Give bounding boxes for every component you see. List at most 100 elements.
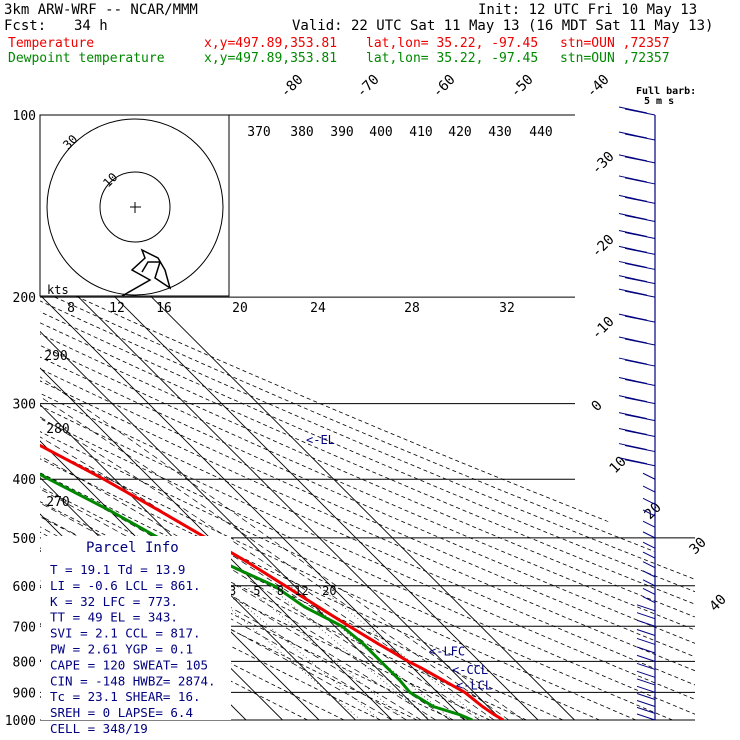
wind-barb-tick bbox=[618, 412, 648, 420]
model-title: 3km ARW-WRF -- NCAR/MMM bbox=[4, 2, 198, 18]
isotherm-line bbox=[40, 115, 539, 720]
moist-adiabat bbox=[40, 296, 495, 720]
isotherm-label: -50 bbox=[508, 72, 537, 101]
wind-barb bbox=[642, 596, 656, 604]
wind-barb bbox=[636, 700, 656, 707]
parcel-row: LI = -0.6 LCL = 861. bbox=[50, 578, 201, 593]
isotherm-line bbox=[40, 115, 502, 720]
wind-barb bbox=[636, 693, 656, 700]
hodograph-unit: kts bbox=[47, 283, 69, 297]
mixing-ratio-line bbox=[203, 585, 361, 720]
wind-barb bbox=[636, 646, 656, 654]
isobar-label-200: 200 bbox=[13, 291, 36, 306]
temperature-station: stn=OUN ,72357 bbox=[560, 36, 670, 51]
wind-barb bbox=[642, 579, 656, 587]
dewpoint-xy: x,y=497.89,353.81 bbox=[204, 51, 338, 66]
dry-adiabat bbox=[40, 115, 695, 720]
dry-adiabat bbox=[40, 115, 695, 720]
isobar-label-1000: 1000 bbox=[5, 714, 36, 729]
mixing-ratio-label: 5 bbox=[253, 584, 260, 598]
wind-barb-tick bbox=[618, 245, 648, 253]
dry-adiabat bbox=[40, 115, 600, 720]
theta-left-label: 290 bbox=[44, 349, 67, 364]
theta-label: 440 bbox=[529, 125, 552, 140]
isotherm-line bbox=[40, 115, 466, 720]
isobar-label-900: 900 bbox=[13, 686, 36, 701]
parcel-row: Tc = 23.1 SHEAR= 16. bbox=[50, 689, 201, 704]
wind-barb-tick bbox=[618, 457, 648, 465]
moist-adiabat bbox=[40, 296, 393, 720]
isotherm-line bbox=[40, 115, 393, 720]
parcel-row: CAPE = 120 SWEAT= 105 bbox=[50, 657, 208, 672]
dry-adiabat bbox=[40, 115, 695, 720]
wind-barb bbox=[642, 541, 656, 549]
mixing-ratio-line bbox=[268, 585, 431, 720]
theta-left-label: 270 bbox=[46, 495, 69, 510]
hodograph-speed-label: 16 bbox=[156, 301, 172, 316]
level-annotation: <-LFC bbox=[429, 644, 465, 658]
wind-barb bbox=[642, 570, 656, 578]
theta-label: 370 bbox=[247, 125, 270, 140]
wind-barb-tick bbox=[618, 288, 648, 296]
theta-label: 390 bbox=[330, 125, 353, 140]
parcel-row: CELL = 348/19 bbox=[50, 721, 148, 736]
mixing-ratio-label: 8 bbox=[277, 584, 284, 598]
wind-barb bbox=[636, 654, 656, 662]
parcel-row: SREH = 0 LAPSE= 6.4 bbox=[50, 705, 193, 720]
hodograph-speed-label: 28 bbox=[404, 301, 420, 316]
hodograph-speed-label: 32 bbox=[499, 301, 515, 316]
hodograph-trace bbox=[121, 248, 172, 297]
moist-adiabat bbox=[40, 296, 436, 720]
isotherm-label: 0 bbox=[589, 398, 606, 415]
wind-barb-tick bbox=[618, 154, 648, 162]
temperature-profile bbox=[40, 443, 505, 720]
wind-barb bbox=[636, 612, 656, 620]
dry-adiabat bbox=[40, 115, 695, 720]
wind-barb-tick bbox=[618, 313, 648, 321]
dewpoint-profile bbox=[40, 472, 473, 720]
mixing-ratio-label: 20 bbox=[322, 584, 336, 598]
dry-adiabat bbox=[40, 115, 695, 720]
wind-barb bbox=[636, 604, 656, 612]
wind-barb bbox=[636, 713, 656, 721]
dry-adiabat bbox=[40, 115, 418, 720]
theta-label: 430 bbox=[488, 125, 511, 140]
isobar-label-800: 800 bbox=[13, 655, 36, 670]
wind-barb-tick bbox=[618, 260, 648, 268]
wind-barb-tick bbox=[618, 428, 648, 436]
isotherm-label: -70 bbox=[354, 72, 383, 101]
parcel-row: CIN = -148 HWBZ= 2874. bbox=[50, 673, 216, 688]
mixing-ratio-line bbox=[221, 585, 381, 720]
wind-barb bbox=[636, 678, 656, 686]
isobar-label-100: 100 bbox=[13, 109, 36, 124]
dewpoint-latlon: lat,lon= 35.22, -97.45 bbox=[366, 51, 539, 66]
wind-barb bbox=[636, 685, 656, 693]
parcel-row: T = 19.1 Td = 13.9 bbox=[50, 562, 185, 577]
barb-legend-line1: Full barb: bbox=[636, 86, 696, 97]
wind-barb bbox=[636, 706, 656, 714]
wind-barb-tick bbox=[618, 336, 648, 344]
theta-label: 380 bbox=[290, 125, 313, 140]
isotherm-label: -80 bbox=[278, 72, 307, 101]
isotherm-label: -10 bbox=[589, 314, 618, 343]
wind-barb-tick bbox=[618, 395, 648, 403]
dry-adiabat bbox=[40, 115, 637, 720]
isotherm-label: -40 bbox=[584, 72, 613, 101]
mixing-ratio-line bbox=[245, 585, 406, 720]
wind-barb bbox=[636, 637, 656, 645]
parcel-title: Parcel Info bbox=[86, 540, 179, 556]
wind-barb-tick bbox=[618, 357, 648, 365]
wind-barb bbox=[642, 520, 656, 528]
wind-barb bbox=[636, 619, 656, 627]
wind-barb bbox=[636, 629, 656, 636]
dewpoint-station: stn=OUN ,72357 bbox=[560, 51, 670, 66]
parcel-row: SVI = 2.1 CCL = 817. bbox=[50, 626, 201, 641]
theta-left-label: 280 bbox=[46, 422, 69, 437]
wind-barb bbox=[642, 551, 656, 559]
isotherm-line bbox=[40, 115, 356, 720]
wind-barb-tick bbox=[618, 131, 648, 139]
hodograph-speed-label: 8 bbox=[67, 301, 75, 316]
barb-legend-line2: 5 m s bbox=[644, 96, 674, 107]
theta-label: 410 bbox=[409, 125, 432, 140]
